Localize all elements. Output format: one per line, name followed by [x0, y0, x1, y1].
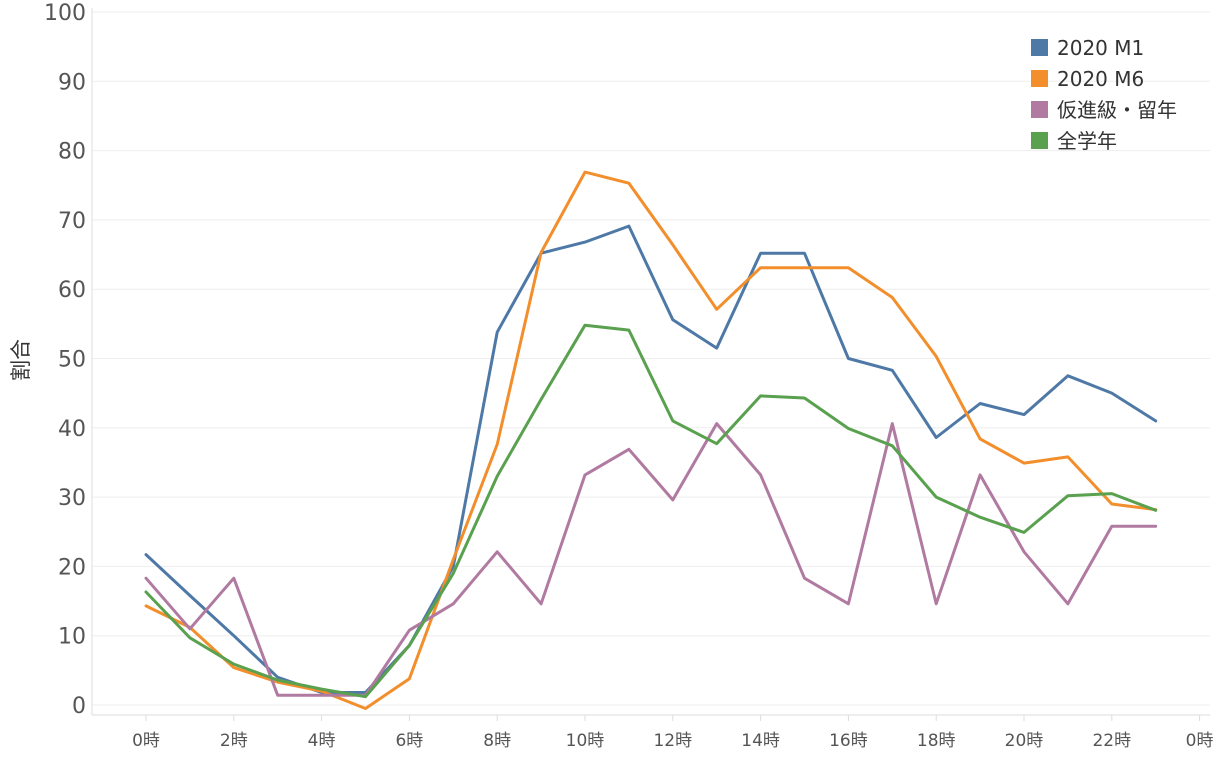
series-line-2: [144, 170, 1158, 710]
y-axis-label: 割合: [9, 339, 33, 381]
y-tick-label: 10: [58, 625, 86, 650]
x-tick-label: 8時: [483, 731, 511, 751]
x-tick-label: 0時: [1186, 731, 1214, 751]
legend-label: 2020 M6: [1057, 67, 1144, 91]
y-tick-label: 40: [58, 417, 86, 442]
legend-swatch: [1031, 101, 1048, 118]
gridlines: [92, 11, 1210, 706]
x-tick-label: 2時: [220, 731, 248, 751]
y-tick-label: 60: [58, 278, 86, 303]
legend-swatch: [1031, 132, 1048, 149]
x-tick-label: 22時: [1092, 731, 1131, 751]
x-tick-label: 10時: [566, 731, 605, 751]
y-tick-label: 50: [58, 348, 86, 373]
x-axis: 0時 2時 4時 6時 8時 10時 12時 14時 16時 18時 20時 22時 0時: [92, 714, 1214, 751]
x-tick-label: 20時: [1005, 731, 1044, 751]
y-axis: 0 10 20 30 40 50 60 70 80 90 100: [44, 1, 93, 719]
x-tick-label: 0時: [132, 731, 160, 751]
x-tick-label: 16時: [829, 731, 868, 751]
series-line-3: [144, 422, 1158, 697]
legend-swatch: [1031, 70, 1048, 87]
legend-label: 仮進級・留年: [1057, 98, 1177, 122]
legend-swatch: [1031, 39, 1048, 56]
legend-label: 2020 M1: [1057, 36, 1144, 60]
legend-label: 全学年: [1057, 129, 1117, 153]
x-tick-label: 4時: [308, 731, 336, 751]
y-tick-label: 100: [44, 1, 86, 26]
y-tick-label: 20: [58, 555, 86, 580]
x-tick-label: 12時: [653, 731, 692, 751]
x-tick-label: 18時: [917, 731, 956, 751]
series-lines: [144, 170, 1158, 710]
y-tick-label: 30: [58, 486, 86, 511]
series-line-4: [144, 323, 1158, 699]
x-tick-label: 14時: [741, 731, 780, 751]
y-tick-label: 80: [58, 140, 86, 165]
y-tick-label: 0: [72, 694, 86, 719]
x-tick-label: 6時: [395, 731, 423, 751]
y-tick-label: 70: [58, 209, 86, 234]
y-tick-label: 90: [58, 70, 86, 95]
series-line-1: [144, 224, 1158, 694]
